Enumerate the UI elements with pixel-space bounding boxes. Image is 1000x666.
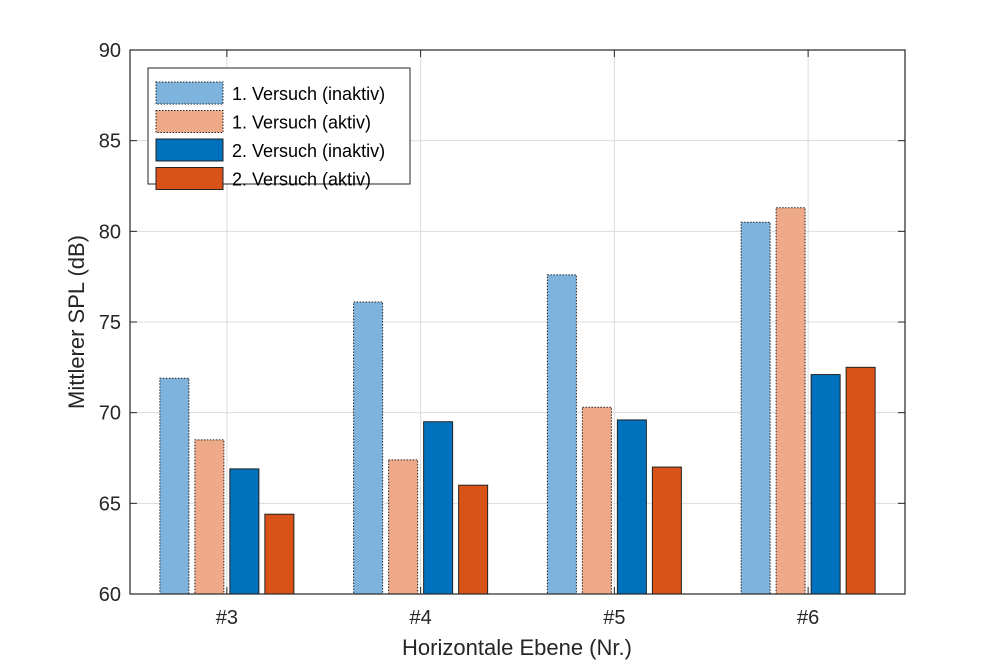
y-tick-label: 70 <box>99 403 121 425</box>
bar-series-2-cat5 <box>581 406 612 595</box>
bar-series-3-cat3 <box>229 468 260 595</box>
bar-series-2-cat6 <box>775 207 806 595</box>
legend-swatch <box>155 81 224 105</box>
legend-label: 2. Versuch (aktiv) <box>232 170 371 190</box>
bar-series-3-cat6 <box>810 374 841 595</box>
legend-label: 2. Versuch (inaktiv) <box>232 141 385 161</box>
bar-series-1-cat5 <box>546 274 577 595</box>
y-tick-label: 85 <box>99 131 121 153</box>
y-axis-label: Mittlerer SPL (dB) <box>64 235 89 409</box>
bar-series-2-cat4 <box>388 459 419 595</box>
x-tick-label: #6 <box>797 607 819 629</box>
bar-series-1-cat3 <box>159 377 190 595</box>
bar-group <box>159 207 876 595</box>
bar-series-4-cat5 <box>651 466 682 595</box>
bar-series-3-cat4 <box>423 421 454 595</box>
y-tick-label: 60 <box>99 584 121 606</box>
bar-series-4-cat4 <box>458 484 489 595</box>
legend-label: 1. Versuch (inaktiv) <box>232 84 385 104</box>
bar-series-4-cat3 <box>264 513 295 595</box>
x-tick-label: #3 <box>216 607 238 629</box>
bar-series-4-cat6 <box>845 366 876 595</box>
y-tick-label: 90 <box>99 40 121 62</box>
legend: 1. Versuch (inaktiv) 1. Versuch (aktiv) 2.… <box>147 67 411 190</box>
legend-swatch <box>155 138 224 162</box>
x-tick-label: #5 <box>603 607 625 629</box>
x-tick-label: #4 <box>410 607 432 629</box>
legend-label: 1. Versuch (aktiv) <box>232 113 371 133</box>
legend-swatch <box>155 167 224 190</box>
y-tick-label: 80 <box>99 221 121 243</box>
y-tick-label: 65 <box>99 493 121 515</box>
bar-series-3-cat5 <box>616 419 647 595</box>
y-tick-labels: 60 65 70 75 80 85 90 <box>99 40 121 606</box>
bar-series-2-cat3 <box>194 439 225 595</box>
legend-swatch <box>155 110 224 133</box>
bar-series-1-cat4 <box>353 301 384 595</box>
y-tick-label: 75 <box>99 312 121 334</box>
x-axis-label: Horizontale Ebene (Nr.) <box>402 635 632 660</box>
axis-ticks <box>130 49 905 595</box>
x-tick-labels: #3 #4 #5 #6 <box>216 607 820 629</box>
bar-series-1-cat6 <box>740 221 771 595</box>
